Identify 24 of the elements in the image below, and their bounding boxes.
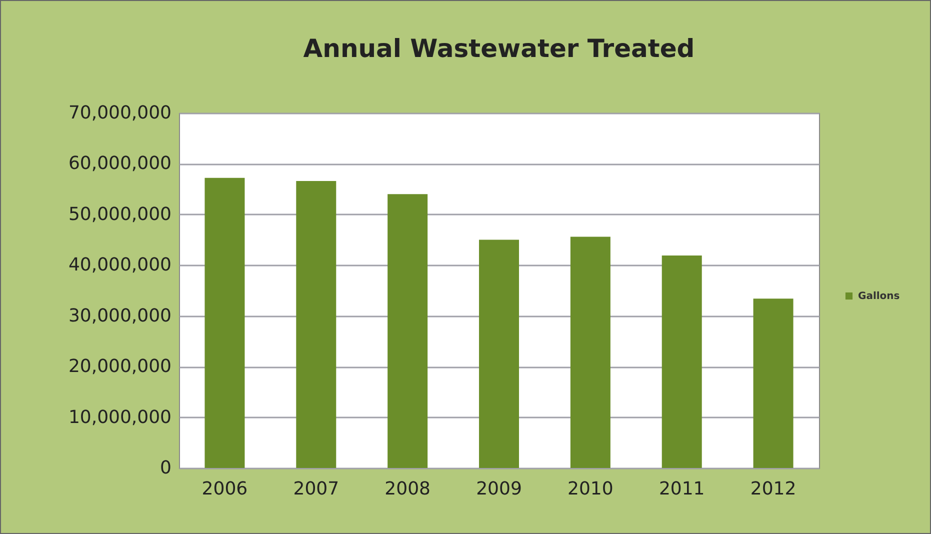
- bar: [753, 298, 794, 468]
- chart-title: Annual Wastewater Treated: [303, 34, 695, 63]
- bar: [662, 256, 702, 468]
- bar: [204, 178, 245, 468]
- bar: [479, 240, 519, 468]
- y-tick-label: 60,000,000: [68, 153, 172, 174]
- bar: [388, 194, 428, 468]
- y-tick-label: 20,000,000: [68, 356, 172, 378]
- y-tick-label: 70,000,000: [68, 102, 172, 124]
- legend-label: Gallons: [858, 291, 900, 302]
- x-tick-label: 2009: [476, 478, 522, 500]
- y-tick-label: 10,000,000: [68, 406, 172, 428]
- x-tick-label: 2011: [658, 478, 705, 500]
- y-tick-label: 50,000,000: [68, 204, 172, 225]
- x-tick-label: 2006: [202, 478, 248, 500]
- x-tick-label: 2012: [750, 478, 796, 500]
- bar: [296, 180, 336, 468]
- y-tick-label: 40,000,000: [68, 254, 172, 276]
- y-tick-label: 0: [160, 458, 172, 478]
- y-tick-label: 30,000,000: [68, 305, 172, 326]
- x-tick-label: 2010: [568, 478, 614, 500]
- x-tick-label: 2007: [293, 478, 340, 500]
- bar: [570, 236, 610, 468]
- x-tick-label: 2008: [384, 478, 430, 500]
